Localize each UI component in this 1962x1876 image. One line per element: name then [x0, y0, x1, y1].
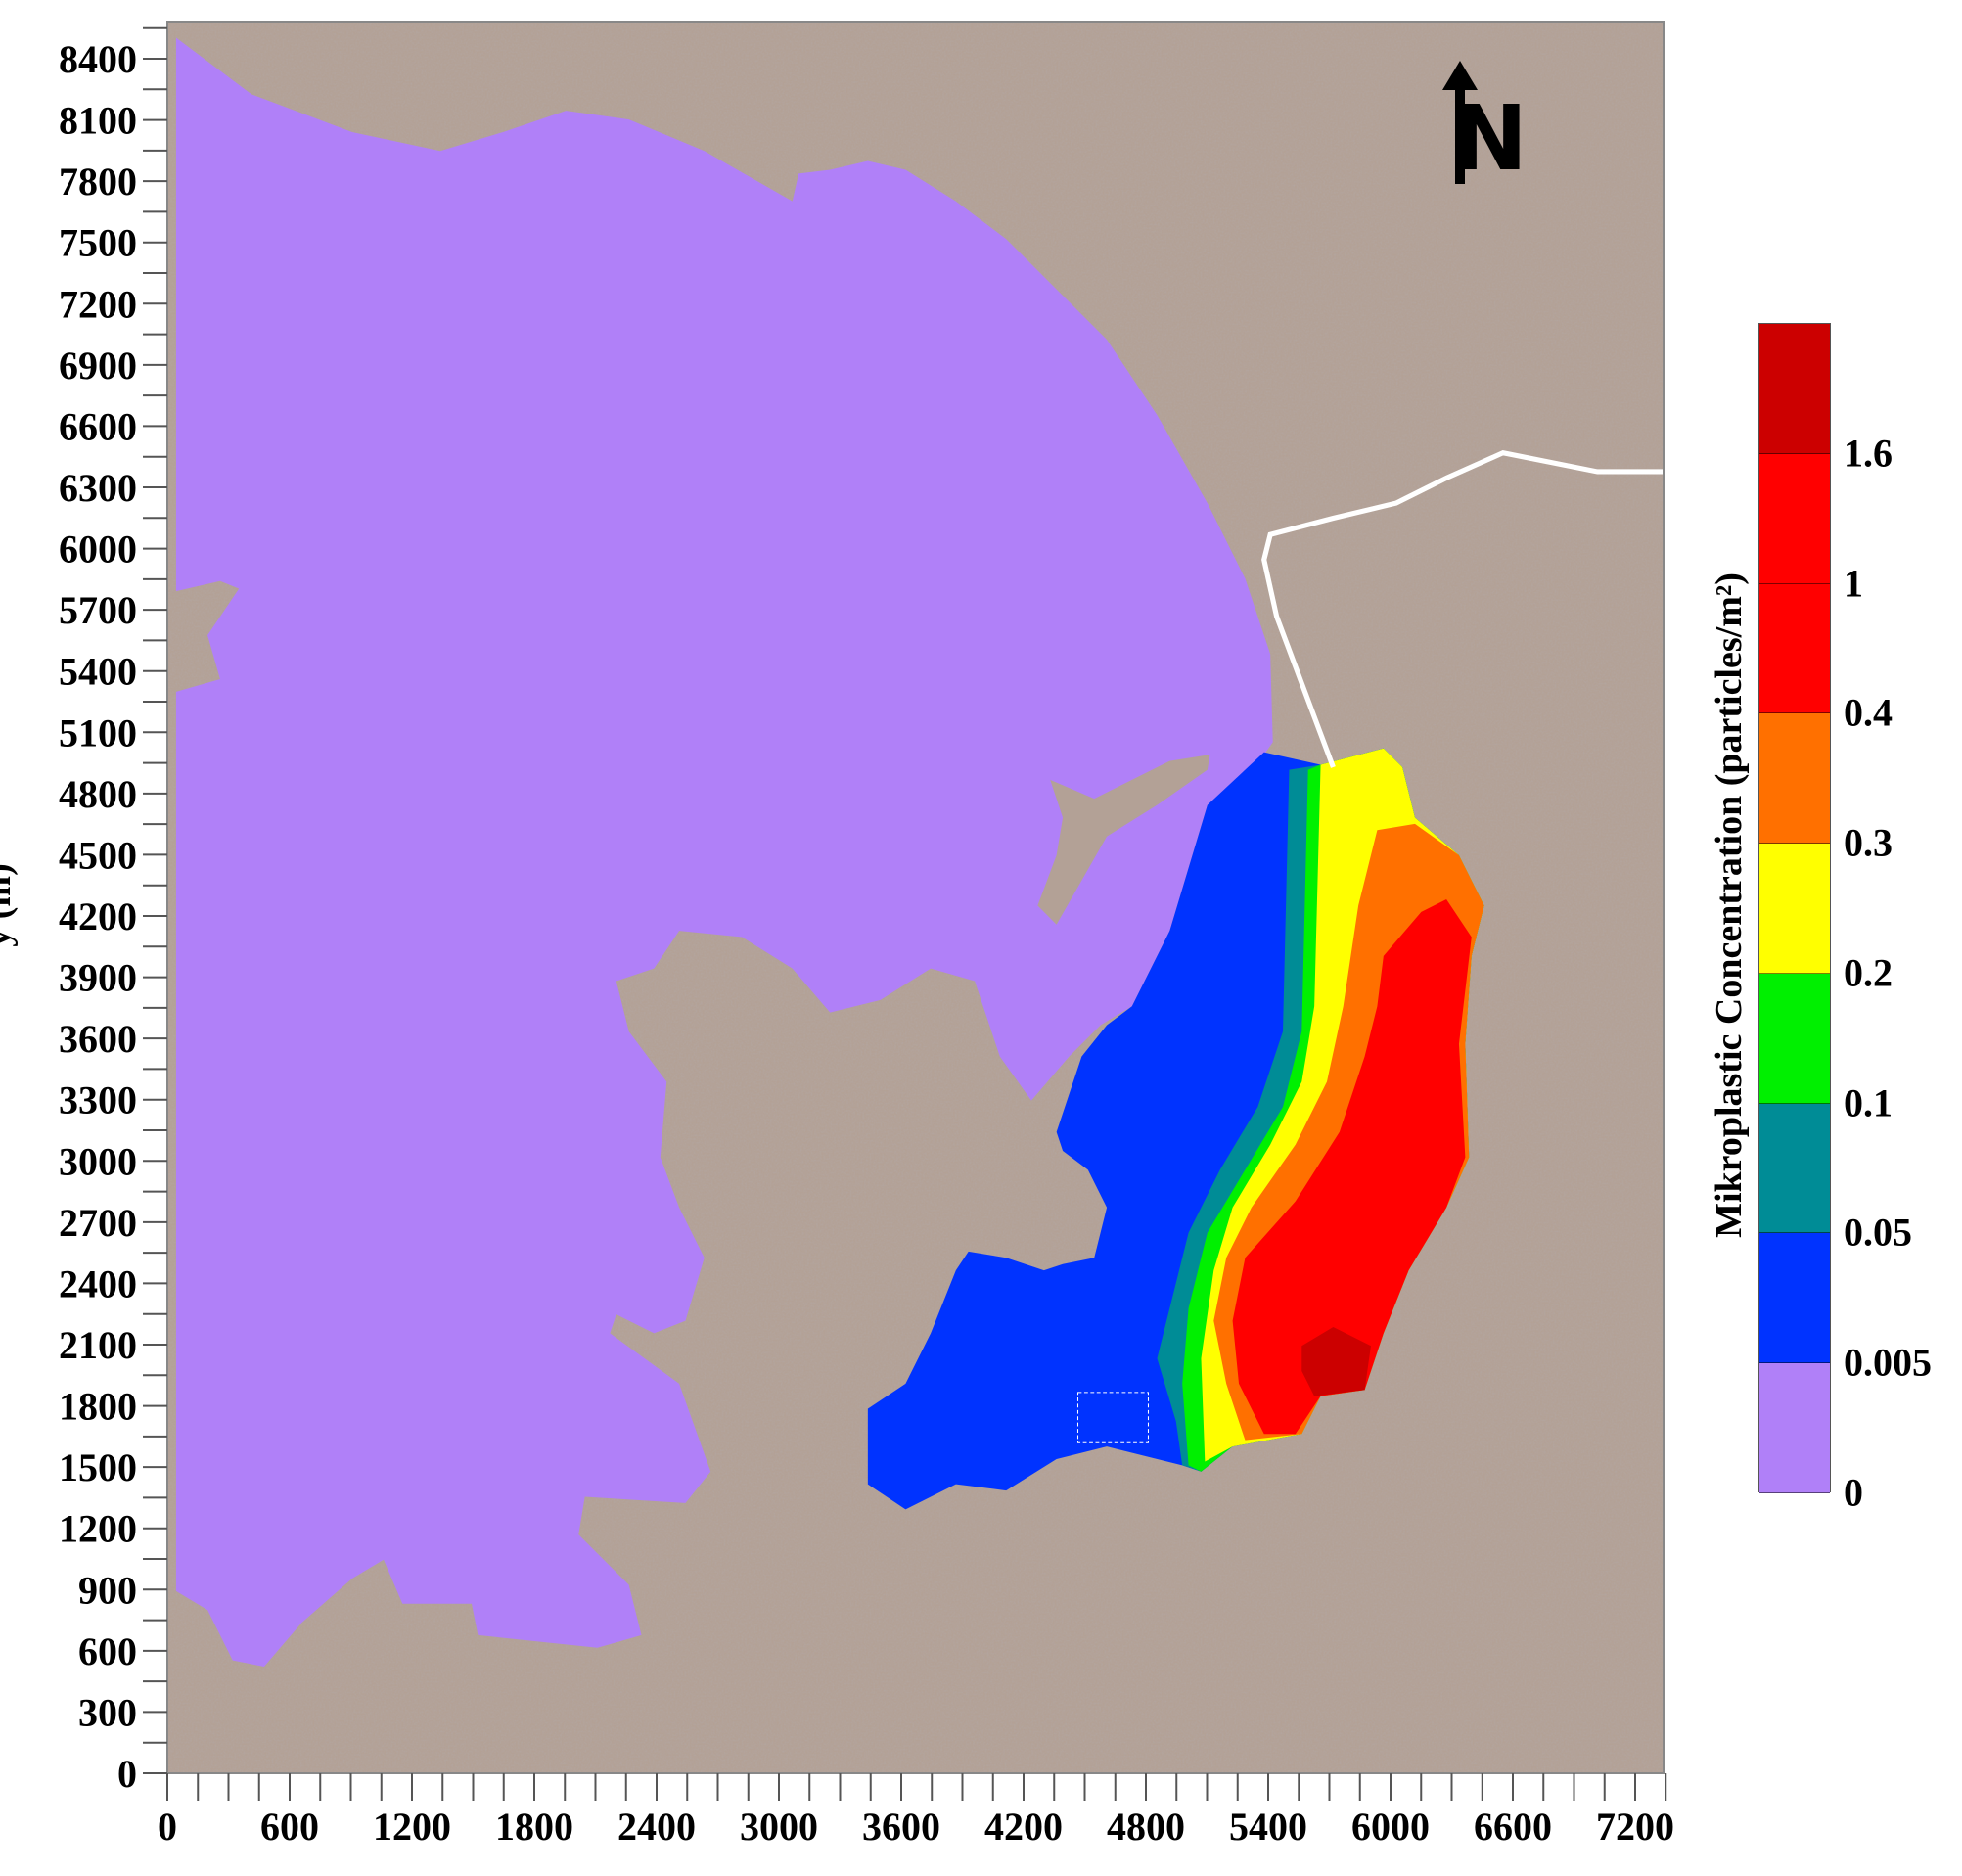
y-tick-label: 600: [78, 1629, 137, 1673]
colorbar-segment: [1759, 1363, 1830, 1493]
colorbar-segment: [1759, 1233, 1830, 1364]
y-tick-label: 2400: [59, 1261, 137, 1305]
x-tick-label: 4200: [984, 1805, 1063, 1849]
x-tick-label: 7200: [1596, 1805, 1674, 1849]
x-tick-label: 6600: [1474, 1805, 1552, 1849]
y-tick-label: 300: [78, 1690, 137, 1734]
harbor-outline: [1076, 1392, 1149, 1443]
y-tick-label: 7800: [59, 160, 137, 204]
x-tick-label: 3000: [740, 1805, 818, 1849]
y-tick-label: 5400: [59, 650, 137, 694]
colorbar-segment: [1759, 844, 1830, 974]
y-tick-label: 5700: [59, 588, 137, 632]
colorbar-label: 0.4: [1844, 690, 1893, 735]
y-tick-label: 4800: [59, 772, 137, 816]
y-tick-label: 1200: [59, 1507, 137, 1551]
colorbar-label: 0.05: [1844, 1210, 1912, 1255]
colorbar-segment: [1759, 1103, 1830, 1234]
north-arrow-icon: [1442, 61, 1478, 184]
y-tick-label: 7500: [59, 221, 137, 265]
north-label: N: [1452, 86, 1528, 191]
y-tick-label: 8100: [59, 99, 137, 143]
x-tick-label: 0: [158, 1805, 177, 1849]
colorbar-label: 0: [1844, 1470, 1863, 1515]
colorbar-label: 0.005: [1844, 1340, 1932, 1385]
axis-ticks: 0 600 1200 1800 2400 3000 3600 4200 4800 5400 6000…: [59, 26, 1674, 1849]
colorbar-segment: [1759, 973, 1830, 1104]
colorbar-segment: [1759, 583, 1830, 714]
y-tick-label: 3900: [59, 956, 137, 1000]
zone-teal-edge: [1664, 1107, 1672, 1233]
y-tick-label: 5100: [59, 710, 137, 755]
x-tick-label: 1800: [495, 1805, 573, 1849]
zone-0.4-red: [1232, 898, 1472, 1435]
x-tick-label: 5400: [1229, 1805, 1307, 1849]
zone-0-purple: [175, 37, 1273, 1668]
colorbar-label: 0.2: [1844, 950, 1893, 995]
y-tick-label: 2100: [59, 1323, 137, 1367]
y-tick-label: 6600: [59, 404, 137, 448]
x-tick-label: 6000: [1351, 1805, 1430, 1849]
road-line: [1261, 450, 1664, 768]
colorbar-label: 1.6: [1844, 431, 1893, 476]
y-tick-label: 6900: [59, 343, 137, 388]
colorbar: [1758, 323, 1831, 1493]
x-tick-label: 2400: [617, 1805, 696, 1849]
y-tick-label: 2700: [59, 1201, 137, 1245]
y-tick-label: 1500: [59, 1445, 137, 1489]
x-tick-label: 1200: [373, 1805, 451, 1849]
x-tick-label: 600: [260, 1805, 319, 1849]
y-tick-label: 4200: [59, 894, 137, 938]
zone-1.6-darkred: [1301, 1326, 1371, 1396]
y-tick-label: 8400: [59, 37, 137, 81]
y-tick-label: 3600: [59, 1017, 137, 1061]
colorbar-segment: [1759, 453, 1830, 584]
y-tick-label: 7200: [59, 282, 137, 326]
y-tick-label: 6000: [59, 527, 137, 572]
y-tick-label: 4500: [59, 833, 137, 877]
colorbar-label: 0.1: [1844, 1080, 1893, 1125]
y-tick-label: 0: [117, 1752, 137, 1796]
colorbar-title: Mikroplastic Concentration (particles/m²…: [1709, 572, 1750, 1238]
x-tick-label: 4800: [1107, 1805, 1185, 1849]
colorbar-segment: [1759, 713, 1830, 845]
y-tick-label: 1800: [59, 1385, 137, 1429]
colorbar-label: 1: [1844, 561, 1863, 606]
y-tick-label: 3300: [59, 1078, 137, 1122]
y-tick-label: 3000: [59, 1139, 137, 1183]
land-peninsula: [1037, 755, 1210, 925]
colorbar-label: 0.3: [1844, 820, 1893, 865]
plot-frame: [166, 21, 1665, 1774]
x-tick-label: 3600: [862, 1805, 940, 1849]
y-axis-title: y (m): [0, 863, 19, 946]
y-tick-label: 900: [78, 1568, 137, 1612]
colorbar-segment: [1759, 324, 1830, 454]
y-tick-label: 6300: [59, 466, 137, 510]
